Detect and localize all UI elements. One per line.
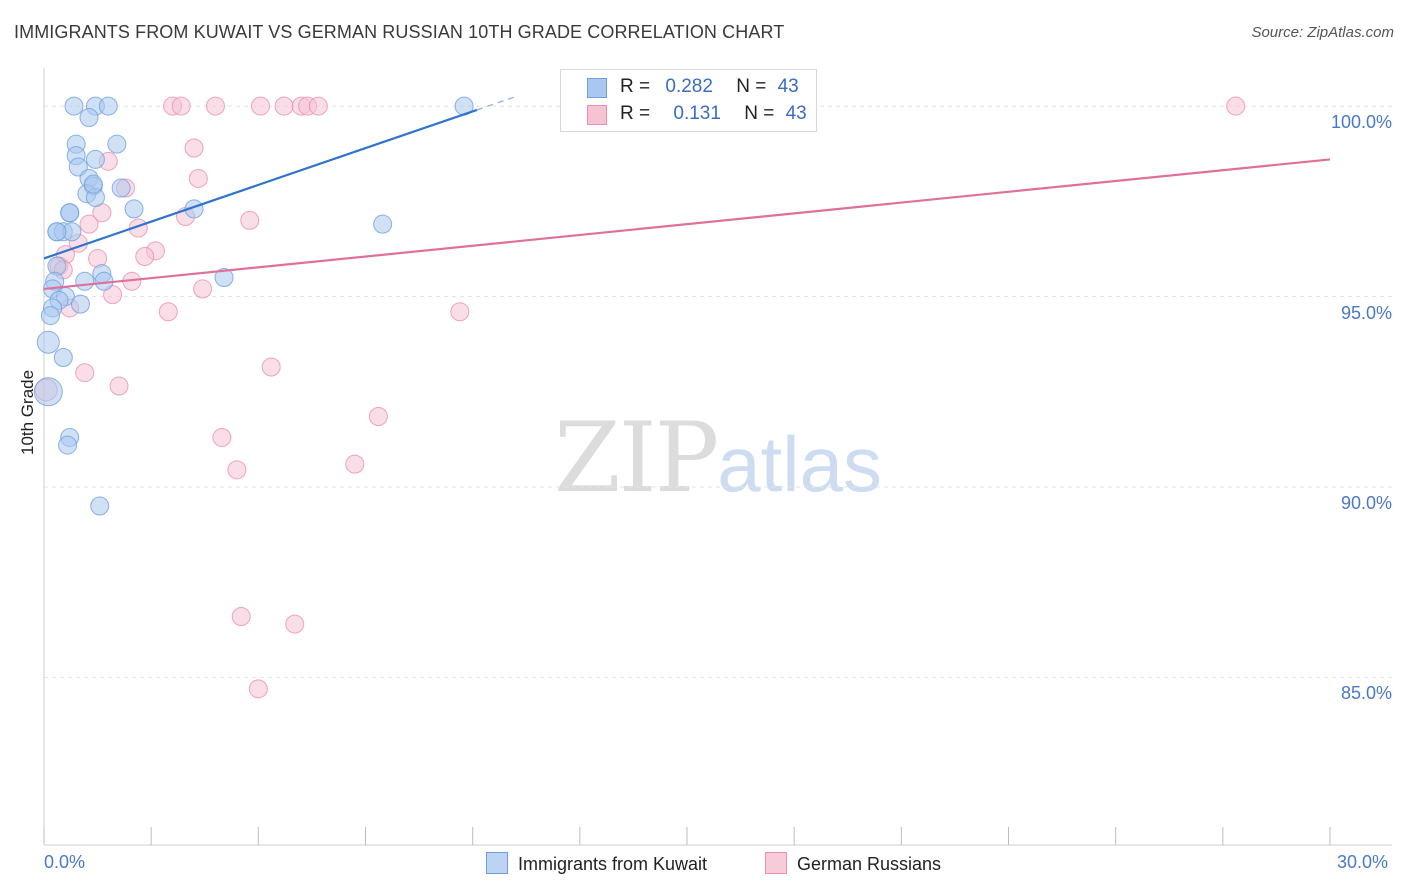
kuwait-point	[70, 294, 90, 314]
german-russian-point	[250, 96, 270, 116]
kuwait-point	[64, 96, 84, 116]
german-russian-point	[135, 247, 155, 267]
watermark: ZIPatlas	[554, 402, 882, 514]
n-value: 43	[785, 103, 807, 124]
german-russian-point	[240, 210, 260, 230]
kuwait-trend-line	[43, 108, 478, 260]
german-russian-point	[1226, 96, 1246, 116]
kuwait-point	[373, 214, 393, 234]
chart-title: IMMIGRANTS FROM KUWAIT VS GERMAN RUSSIAN…	[14, 22, 785, 42]
r-label: R =	[620, 76, 651, 97]
german-russian-point	[231, 606, 251, 626]
kuwait-point	[83, 174, 103, 194]
x-tick-label-max: 30.0%	[1337, 852, 1389, 872]
german-russian-point	[212, 427, 232, 447]
axes	[43, 68, 1392, 846]
kuwait-point	[85, 149, 105, 169]
german-russian-point	[103, 285, 123, 305]
trend-lines	[43, 95, 1331, 291]
german-russian-point	[158, 302, 178, 322]
german-russian-point	[184, 138, 204, 158]
kuwait-trend-extension	[476, 95, 516, 111]
r-value: 0.282	[665, 76, 713, 97]
kuwait-point	[79, 108, 99, 128]
german-russian-point	[368, 407, 388, 427]
kuwait-point	[58, 435, 78, 455]
source-credit: Source: ZipAtlas.com	[1251, 24, 1394, 41]
r-value: 0.131	[673, 103, 721, 124]
y-tick-label: 90.0%	[1340, 492, 1392, 513]
german-russians-points	[34, 96, 1246, 699]
y-tick-label: 100.0%	[1330, 112, 1392, 133]
german-russian-point	[109, 376, 129, 396]
y-tick-label: 85.0%	[1340, 683, 1392, 704]
bottom-legend-kuwait: Immigrants from Kuwait	[486, 852, 707, 875]
kuwait-point	[90, 496, 110, 516]
kuwait-point	[214, 267, 234, 287]
german-russians-trend-line	[43, 158, 1331, 291]
grid-lines	[44, 105, 1392, 678]
german-russian-point	[193, 279, 213, 299]
german-russian-point	[261, 357, 281, 377]
kuwait-points	[33, 96, 474, 516]
legend-swatch-blue	[587, 78, 607, 98]
n-label: N =	[744, 103, 775, 124]
kuwait-point	[124, 199, 144, 219]
bottom-legend-swatch-blue	[486, 852, 508, 874]
y-tick-label: 95.0%	[1340, 302, 1392, 323]
kuwait-point	[40, 306, 60, 326]
german-russian-point	[285, 614, 305, 634]
kuwait-point	[53, 347, 73, 367]
r-label: R =	[620, 103, 651, 124]
n-label: N =	[736, 76, 767, 97]
watermark-atlas: atlas	[717, 420, 882, 508]
stats-legend: R = 0.282 N = 43 R = 0.131 N = 43	[560, 69, 817, 132]
bottom-legend-label: Immigrants from Kuwait	[518, 854, 708, 874]
german-russian-point	[188, 168, 208, 188]
n-value: 43	[777, 76, 799, 97]
bottom-legend-swatch-pink	[765, 852, 787, 874]
german-russian-point	[227, 460, 247, 480]
kuwait-point	[111, 178, 131, 198]
kuwait-point	[107, 134, 127, 154]
german-russian-point	[345, 454, 365, 474]
kuwait-point	[36, 330, 60, 354]
x-tick-label-min: 0.0%	[44, 852, 86, 872]
kuwait-point	[60, 203, 80, 223]
german-russian-point	[75, 363, 95, 383]
kuwait-point	[33, 377, 63, 407]
german-russian-point	[248, 679, 268, 699]
german-russian-point	[79, 214, 99, 234]
y-axis-label: 10th Grade	[18, 369, 37, 455]
kuwait-point	[47, 222, 67, 242]
german-russian-point	[450, 302, 470, 322]
kuwait-point	[75, 271, 95, 291]
watermark-zip: ZIP	[554, 402, 719, 514]
bottom-legend-german-russians: German Russians	[765, 852, 941, 875]
legend-swatch-pink	[587, 105, 607, 125]
german-russian-point	[171, 96, 191, 116]
german-russian-point	[274, 96, 294, 116]
german-russian-point	[205, 96, 225, 116]
kuwait-point	[98, 96, 118, 116]
german-russian-point	[308, 96, 328, 116]
bottom-legend-label: German Russians	[797, 854, 942, 874]
